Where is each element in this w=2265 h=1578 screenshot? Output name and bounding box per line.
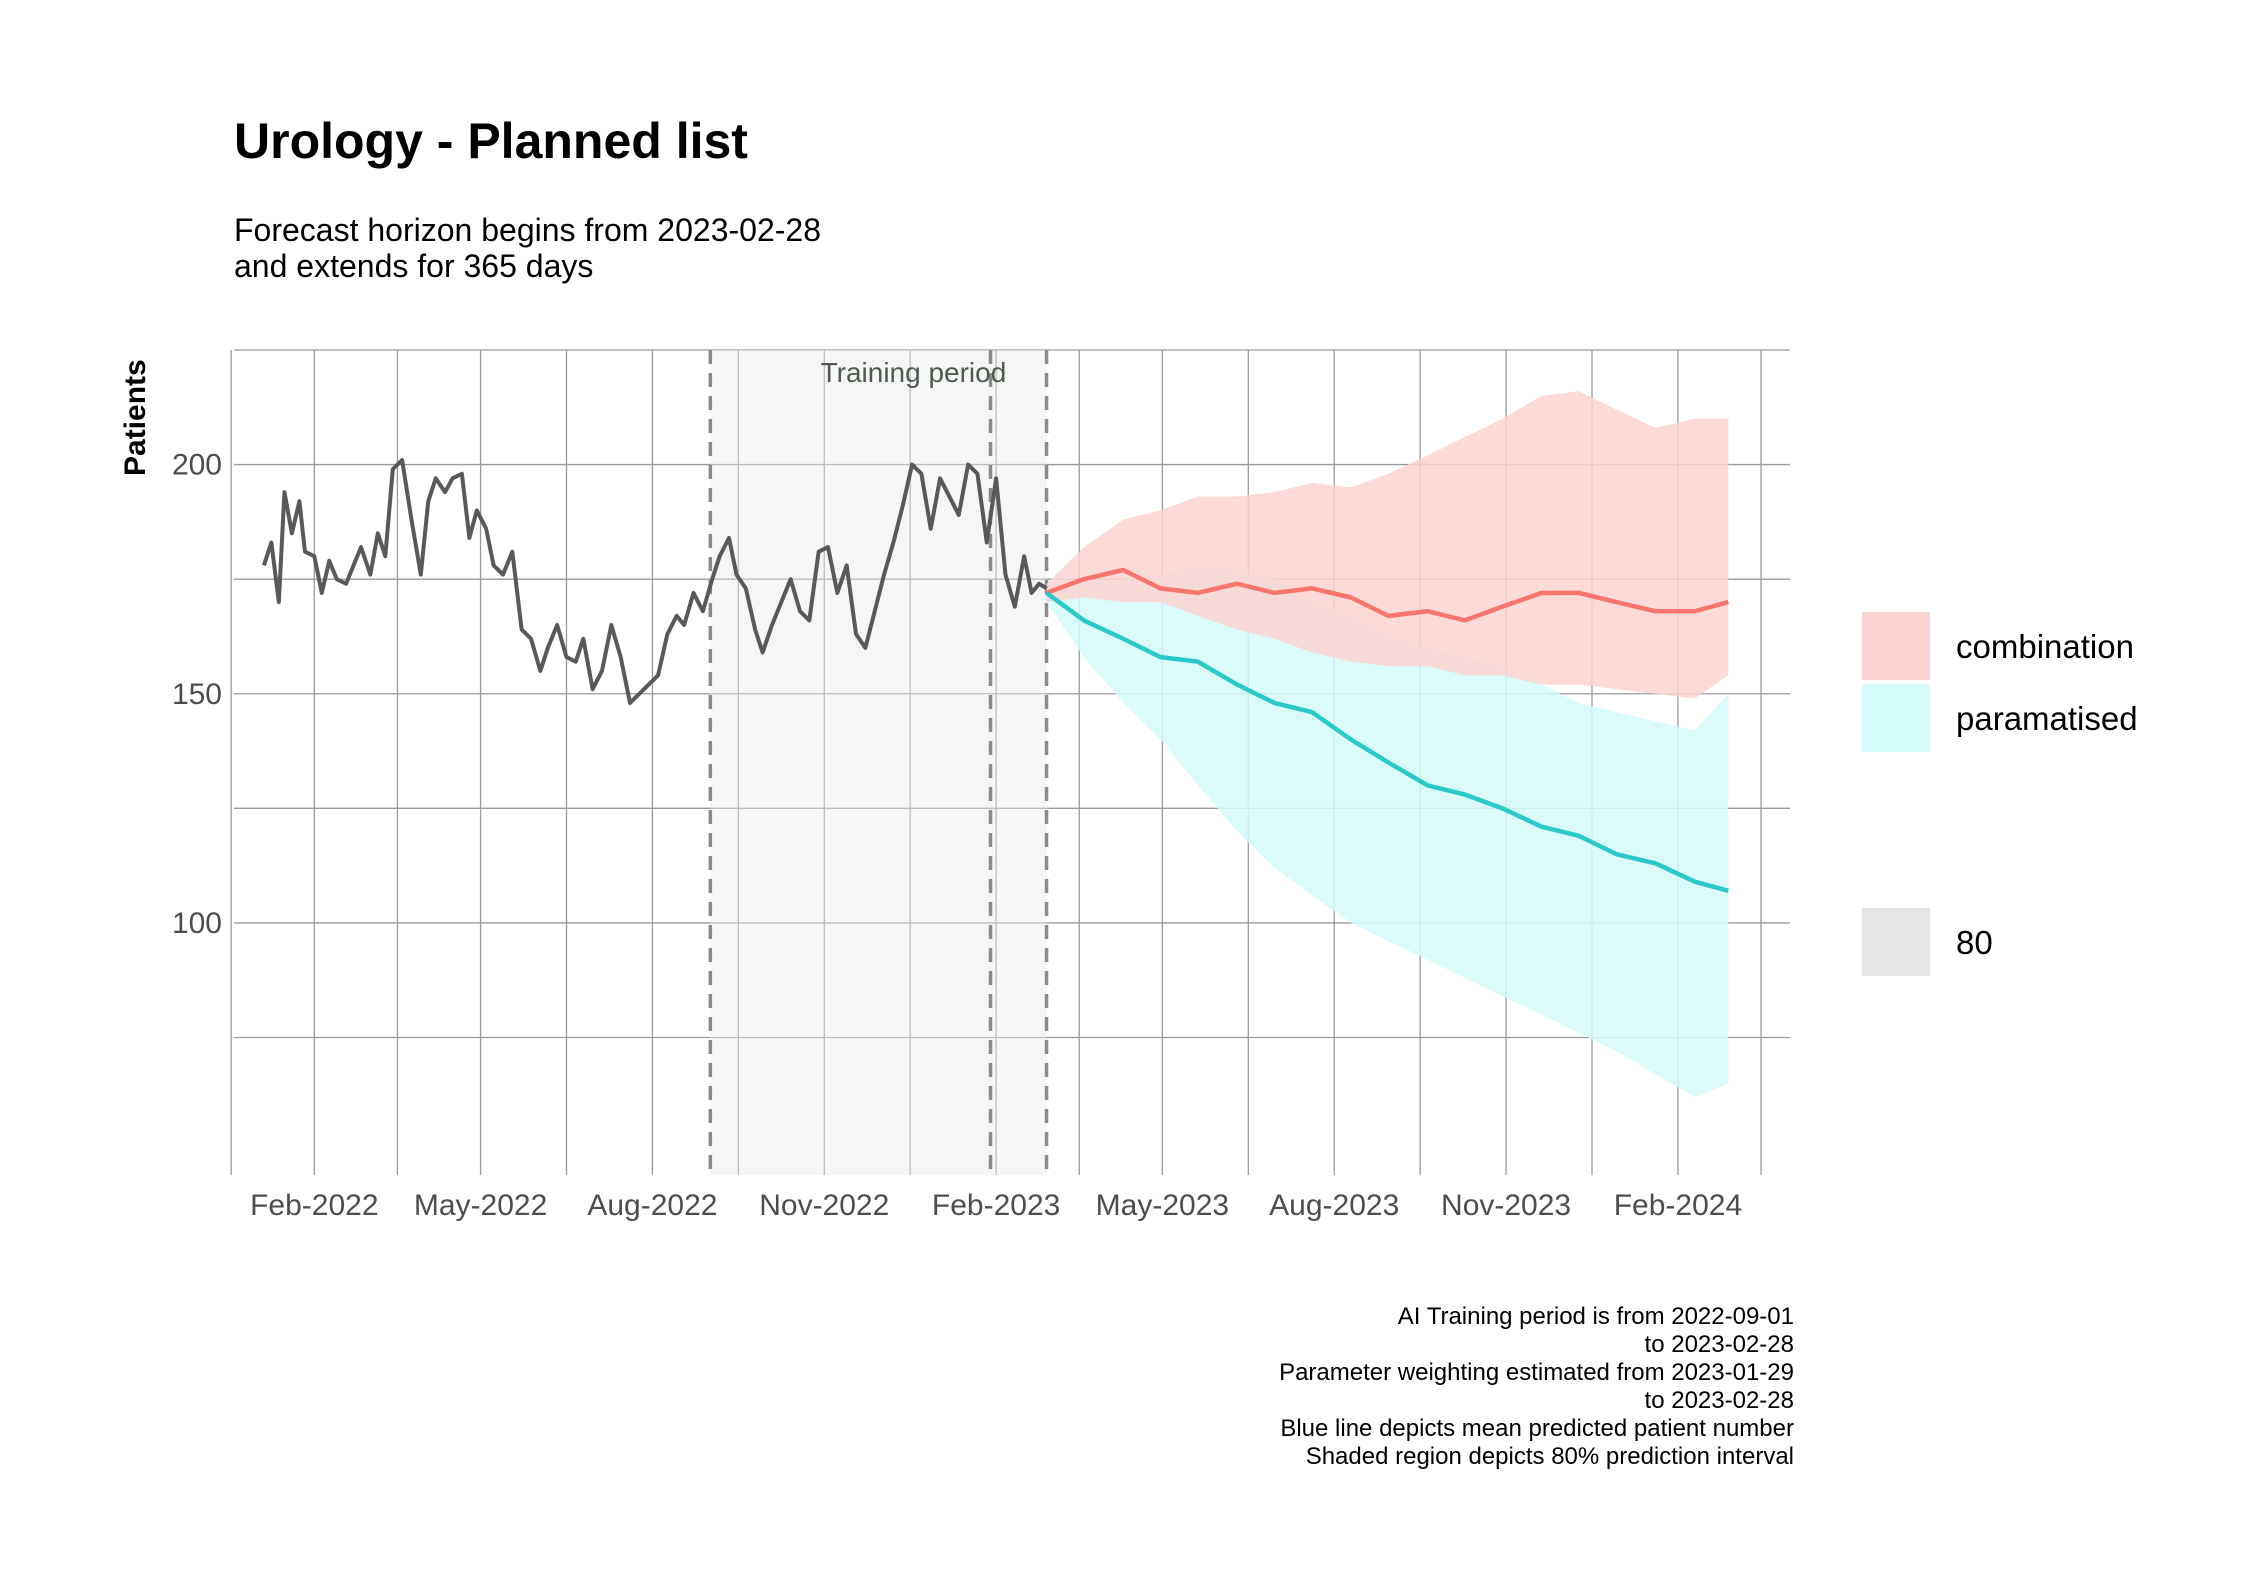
y-tick-label: 100: [172, 907, 222, 940]
caption-line: to 2023-02-28: [1644, 1331, 1794, 1358]
x-tick-label: Feb-2022: [250, 1189, 378, 1222]
band-paramatised: [1046, 565, 1729, 1098]
mean-line-combination: [1045, 567, 1729, 623]
x-tick-label: May-2023: [1096, 1189, 1229, 1222]
band-combination: [1046, 391, 1729, 699]
x-tick-label: May-2022: [414, 1189, 547, 1222]
caption-line: to 2023-02-28: [1644, 1387, 1794, 1414]
chart-subtitle-line-2: and extends for 365 days: [234, 248, 594, 284]
x-tick-label: Nov-2023: [1441, 1189, 1571, 1222]
chart-subtitle-line-1: Forecast horizon begins from 2023-02-28: [234, 212, 821, 248]
x-tick-label: Nov-2022: [759, 1189, 889, 1222]
x-tick-label: Feb-2024: [1614, 1189, 1742, 1222]
series-lines: [261, 458, 1729, 894]
legend-key-80: [1862, 908, 1930, 976]
y-tick-label: 200: [172, 449, 222, 482]
caption-line: AI Training period is from 2022-09-01: [1397, 1303, 1794, 1330]
legend-key-paramatised: [1862, 684, 1930, 752]
x-tick-label: Aug-2022: [587, 1189, 717, 1222]
training-period-region: Training period: [708, 350, 1049, 1175]
legend-label-paramatised: paramatised: [1956, 700, 2138, 737]
historical-line: [261, 458, 1048, 705]
caption-line: Parameter weighting estimated from 2023-…: [1279, 1359, 1794, 1386]
caption-line: Shaded region depicts 80% prediction int…: [1305, 1443, 1794, 1470]
x-tick-label: Aug-2023: [1269, 1189, 1399, 1222]
legend-label-80: 80: [1956, 924, 1993, 961]
training-period-shade: [710, 350, 1047, 1175]
x-tick-label: Feb-2023: [932, 1189, 1060, 1222]
legend-label-combination: combination: [1956, 628, 2134, 665]
mean-line-paramatised: [1045, 591, 1729, 894]
training-period-label: Training period: [821, 357, 1007, 388]
y-tick-label: 150: [172, 678, 222, 711]
prediction-bands: [1046, 391, 1729, 1098]
legend-key-combination: [1862, 612, 1930, 680]
chart-caption: AI Training period is from 2022-09-01 to…: [1279, 1303, 1794, 1471]
chart-title: Urology - Planned list: [234, 113, 748, 169]
caption-line: Blue line depicts mean predicted patient…: [1280, 1415, 1794, 1442]
axis-tick-labels: 100 150 200 Feb-2022 May-2022 Aug-2022 Nov-202…: [172, 449, 1742, 1222]
